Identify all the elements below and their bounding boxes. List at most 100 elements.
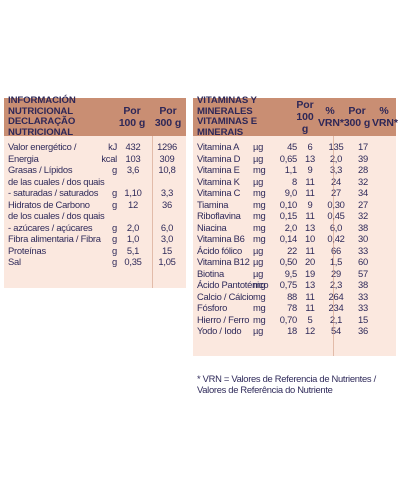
nutrient-label: Grasas / Lípidos: [8, 164, 73, 175]
col-header-line: Por: [348, 105, 366, 117]
col-header-line: Por: [296, 99, 314, 111]
value-per-100g: [117, 210, 149, 222]
col-header-line: VRN*: [372, 117, 398, 129]
nutrient-unit: µg: [253, 175, 264, 187]
value-per-300g: 309: [159, 152, 175, 164]
value-per-100g: 1,1: [284, 164, 298, 175]
value-per-300g: [149, 210, 185, 222]
nutrient-unit: kJ: [108, 141, 117, 152]
nutrition-table-body: Valor energético / kJ 432 1296 Energia kcal 10…: [4, 136, 186, 288]
vrn-percent-300g: 57: [358, 267, 368, 279]
value-per-300g: 27: [331, 187, 341, 198]
value-per-100g: 0,35: [124, 256, 142, 267]
col-header-vrn-100g: % VRN*: [318, 105, 344, 129]
nutrient-unit: kcal: [101, 152, 117, 164]
col-header-300g: Por 300 g: [150, 105, 186, 129]
value-per-300g: 3,0: [160, 233, 174, 244]
nutrient-label: de las cuales / dos quais: [8, 175, 105, 187]
value-per-100g: 1,0: [126, 233, 140, 244]
value-per-100g: 78: [287, 302, 297, 313]
vrn-percent-100g: 6: [307, 141, 313, 152]
vrn-percent-100g: 11: [305, 244, 315, 256]
nutrient-label: de los cuales / dos quais: [8, 210, 105, 221]
col-header-line: Por: [123, 105, 141, 117]
value-per-300g: 2,3: [329, 279, 343, 290]
nutrient-label: Energia: [8, 152, 39, 164]
nutrient-label: Fósforo: [197, 302, 228, 313]
value-per-100g: 0,75: [279, 279, 298, 290]
nutrient-unit: mg: [253, 279, 266, 290]
value-per-100g: 8: [292, 175, 297, 187]
vrn-percent-100g: 11: [305, 175, 315, 187]
value-per-300g: 3,3: [160, 187, 174, 198]
vrn-percent-100g: 10: [305, 233, 315, 244]
table-row: Fósforo mg 78 11 234 33: [193, 302, 396, 314]
nutrient-label: Vitamina E: [197, 164, 240, 175]
value-per-100g: 432: [125, 141, 141, 152]
title-line-2: VITAMINAS E MINERAIS: [197, 116, 258, 138]
vrn-percent-100g: 9: [307, 164, 313, 175]
col-header-vrn-300g: % VRN*: [372, 105, 398, 129]
table-row: Vitamina B6 mg 0,14 10 0,42 30: [193, 233, 396, 245]
value-per-300g: 10,8: [158, 164, 176, 175]
col-header-300g: Por 300 g: [342, 105, 372, 129]
vrn-percent-100g: 13: [305, 279, 315, 290]
col-header-line: 100 g: [118, 117, 146, 129]
value-per-300g: 2,1: [329, 313, 343, 325]
table-row: Hidratos de Carbono g 12 36: [4, 199, 186, 211]
value-per-100g: 12: [128, 198, 138, 210]
value-per-300g: 54: [331, 325, 341, 336]
table-row: Vitamina D µg 0,65 13 2,0 39: [193, 153, 396, 165]
nutrient-unit: µg: [253, 267, 264, 279]
nutrient-label: Proteínas: [8, 244, 46, 256]
vrn-percent-300g: 33: [358, 244, 368, 256]
vrn-percent-100g: 13: [305, 152, 315, 164]
vrn-percent-300g: 28: [358, 164, 368, 175]
vrn-percent-100g: 11: [305, 210, 315, 221]
nutrient-label: Ácido Pantoténico: [197, 279, 269, 290]
nutrition-table: INFORMACIÓN NUTRICIONAL DECLARAÇÃO NUTRI…: [4, 95, 186, 288]
value-per-100g: 103: [125, 152, 141, 164]
value-per-300g: 264: [328, 290, 344, 302]
value-per-300g: 15: [162, 244, 172, 256]
value-per-300g: 1,5: [329, 256, 343, 267]
nutrient-unit: mg: [253, 233, 266, 244]
table-row: - saturadas / saturados g 1,10 3,3: [4, 187, 186, 199]
value-per-300g: 2,0: [329, 152, 343, 164]
column-divider: [333, 136, 334, 356]
table-row: Sal g 0,35 1,05: [4, 256, 186, 268]
value-per-100g: 88: [287, 290, 297, 302]
value-per-100g: 3,6: [126, 164, 140, 175]
nutrient-label: Vitamina K: [197, 175, 240, 187]
nutrient-label: Sal: [8, 256, 21, 267]
value-per-300g: 3,3: [329, 164, 343, 175]
nutrient-label: Vitamina B6: [197, 233, 245, 244]
table-row: Vitamina B12 µg 0,50 20 1,5 60: [193, 256, 396, 268]
nutrient-label: Vitamina D: [197, 152, 241, 164]
nutrient-label: - azúcares / açúcares: [8, 221, 93, 233]
value-per-100g: 0,65: [279, 152, 298, 164]
nutrient-label: - saturadas / saturados: [8, 187, 99, 198]
value-per-100g: 18: [287, 325, 297, 336]
value-per-100g: 2,0: [284, 221, 298, 233]
nutrient-label: Yodo / Iodo: [197, 325, 242, 336]
nutrient-unit: g: [112, 187, 117, 198]
nutrient-label: Niacina: [197, 221, 227, 233]
table-row: Ácido fólico µg 22 11 66 33: [193, 245, 396, 257]
footnote-line-1: * VRN = Valores de Referencia de Nutrien…: [197, 373, 376, 384]
table-row: Vitamina E mg 1,1 9 3,3 28: [193, 164, 396, 176]
nutrient-unit: g: [112, 256, 117, 267]
nutrient-unit: mg: [253, 210, 266, 221]
table-row: Niacina mg 2,0 13 6,0 38: [193, 222, 396, 234]
table-row: Proteínas g 5,1 15: [4, 245, 186, 257]
vrn-percent-300g: 60: [358, 256, 368, 267]
vrn-percent-300g: 32: [358, 210, 368, 221]
value-per-300g: 135: [328, 141, 344, 152]
value-per-100g: 22: [287, 244, 297, 256]
value-per-100g: 0,50: [279, 256, 298, 267]
nutrient-label: Vitamina A: [197, 141, 240, 152]
nutrient-unit: mg: [253, 302, 266, 313]
nutrient-unit: g: [112, 198, 117, 210]
table-row: Vitamina A µg 45 6 135 17: [193, 141, 396, 153]
